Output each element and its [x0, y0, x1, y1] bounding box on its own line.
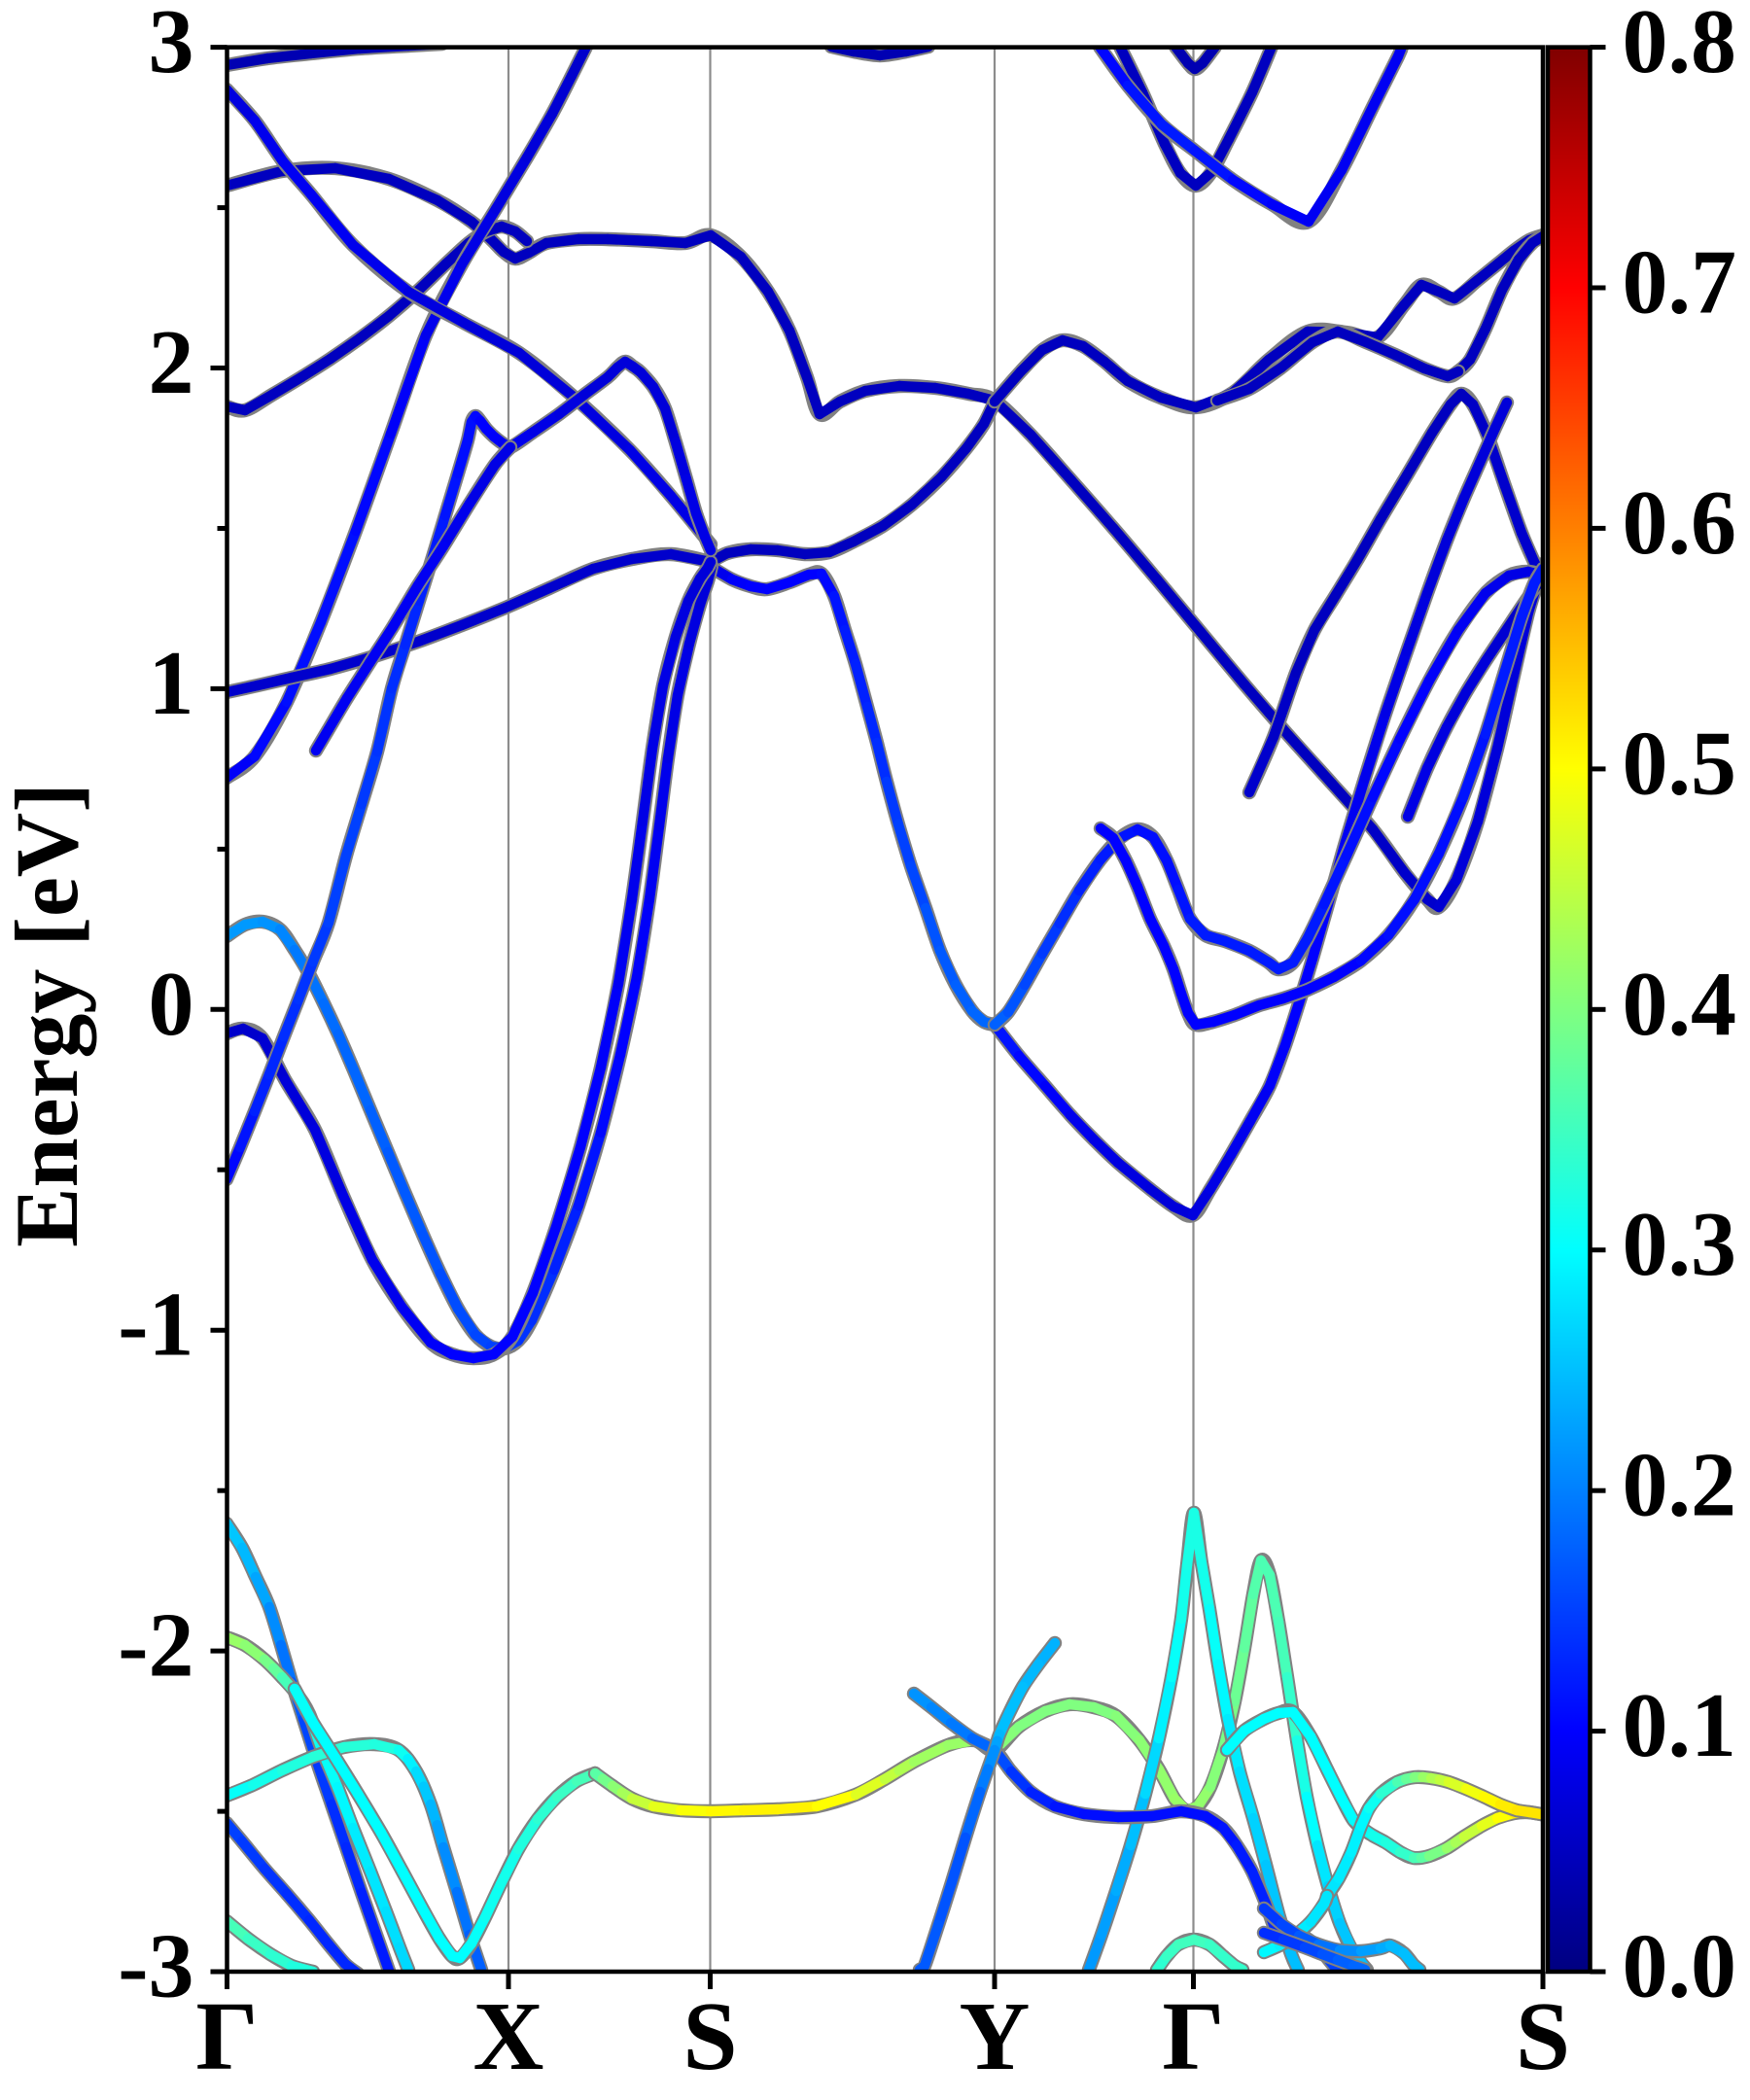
svg-text:0.8: 0.8 — [1623, 0, 1737, 92]
svg-text:-1: -1 — [118, 1275, 193, 1376]
svg-text:-3: -3 — [118, 1916, 193, 2017]
svg-text:-2: -2 — [118, 1595, 193, 1697]
svg-text:0.3: 0.3 — [1623, 1194, 1737, 1295]
svg-text:0.0: 0.0 — [1623, 1916, 1737, 2017]
svg-text:1: 1 — [149, 633, 194, 734]
svg-text:Energy [eV]: Energy [eV] — [0, 783, 96, 1247]
svg-text:0.5: 0.5 — [1623, 713, 1737, 814]
svg-text:0: 0 — [149, 954, 194, 1055]
svg-text:0.2: 0.2 — [1623, 1435, 1737, 1536]
svg-text:Y: Y — [960, 1981, 1031, 2090]
svg-text:0.1: 0.1 — [1623, 1675, 1737, 1776]
svg-text:0.4: 0.4 — [1623, 954, 1737, 1055]
svg-text:S: S — [1516, 1981, 1570, 2090]
svg-text:0.6: 0.6 — [1623, 472, 1737, 574]
svg-text:Γ: Γ — [195, 1981, 258, 2090]
svg-text:S: S — [682, 1981, 737, 2090]
svg-text:Γ: Γ — [1162, 1981, 1224, 2090]
svg-text:X: X — [473, 1981, 544, 2090]
svg-text:2: 2 — [149, 312, 194, 413]
svg-text:3: 3 — [149, 0, 194, 92]
svg-text:0.7: 0.7 — [1623, 232, 1737, 333]
